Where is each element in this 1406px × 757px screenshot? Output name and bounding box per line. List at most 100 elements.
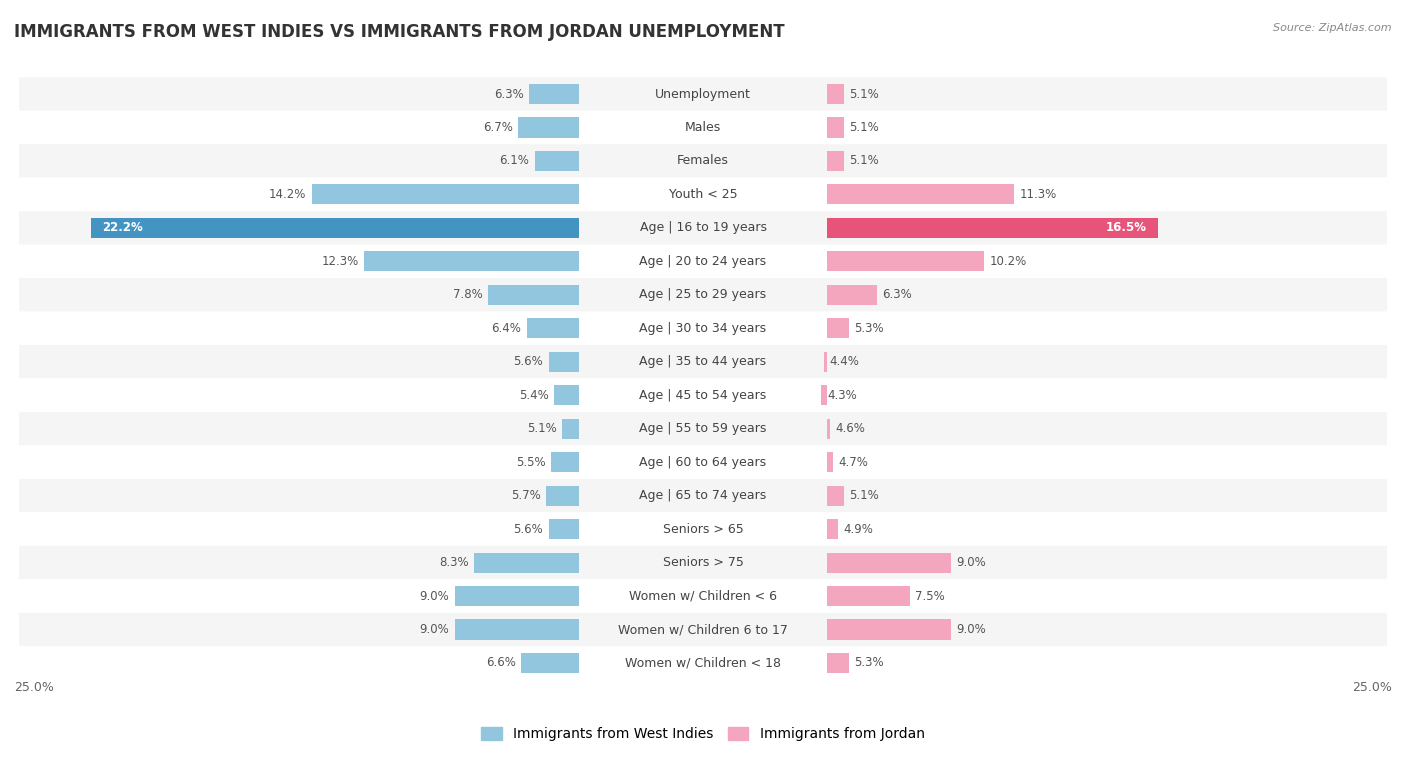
Bar (827, 318, 849, 338)
Text: 4.9%: 4.9% (844, 522, 873, 536)
FancyBboxPatch shape (20, 111, 1386, 145)
Text: 25.0%: 25.0% (1353, 681, 1392, 693)
Text: Source: ZipAtlas.com: Source: ZipAtlas.com (1274, 23, 1392, 33)
Text: 4.3%: 4.3% (827, 389, 856, 402)
FancyBboxPatch shape (20, 512, 1386, 546)
Text: Age | 30 to 34 years: Age | 30 to 34 years (640, 322, 766, 335)
FancyBboxPatch shape (20, 77, 1386, 111)
Text: 5.5%: 5.5% (516, 456, 546, 469)
Bar (827, 452, 832, 472)
Bar (546, 485, 579, 506)
FancyBboxPatch shape (20, 211, 1386, 245)
Bar (827, 251, 984, 272)
Text: Age | 55 to 59 years: Age | 55 to 59 years (640, 422, 766, 435)
Text: IMMIGRANTS FROM WEST INDIES VS IMMIGRANTS FROM JORDAN UNEMPLOYMENT: IMMIGRANTS FROM WEST INDIES VS IMMIGRANT… (14, 23, 785, 41)
Text: 6.7%: 6.7% (484, 121, 513, 134)
Text: Women w/ Children < 18: Women w/ Children < 18 (626, 656, 780, 669)
Bar (827, 619, 950, 640)
Text: 4.4%: 4.4% (830, 355, 859, 368)
Text: 5.4%: 5.4% (519, 389, 548, 402)
Text: 11.3%: 11.3% (1019, 188, 1057, 201)
Text: 9.0%: 9.0% (956, 623, 986, 636)
Bar (827, 151, 844, 171)
Text: Seniors > 65: Seniors > 65 (662, 522, 744, 536)
FancyBboxPatch shape (20, 646, 1386, 680)
Bar (827, 485, 844, 506)
Bar (827, 285, 876, 305)
Bar (827, 519, 838, 539)
Text: Youth < 25: Youth < 25 (669, 188, 737, 201)
Bar (827, 185, 1014, 204)
Bar (522, 653, 579, 673)
Text: 5.6%: 5.6% (513, 355, 543, 368)
Text: 6.3%: 6.3% (882, 288, 912, 301)
Bar (519, 117, 579, 138)
Bar (827, 84, 844, 104)
Text: 5.3%: 5.3% (855, 656, 884, 669)
FancyBboxPatch shape (20, 479, 1386, 512)
Text: Females: Females (678, 154, 728, 167)
Bar (827, 653, 849, 673)
Text: 6.1%: 6.1% (499, 154, 530, 167)
FancyBboxPatch shape (20, 378, 1386, 412)
Bar (548, 352, 579, 372)
Bar (551, 452, 579, 472)
Text: Women w/ Children < 6: Women w/ Children < 6 (628, 590, 778, 603)
Text: 5.1%: 5.1% (527, 422, 557, 435)
Text: 4.7%: 4.7% (838, 456, 868, 469)
Bar (534, 151, 579, 171)
Text: 14.2%: 14.2% (269, 188, 307, 201)
Text: 6.3%: 6.3% (494, 88, 524, 101)
Bar (827, 419, 830, 439)
Bar (474, 553, 579, 572)
FancyBboxPatch shape (20, 546, 1386, 579)
Bar (312, 185, 579, 204)
Text: 9.0%: 9.0% (420, 623, 450, 636)
FancyBboxPatch shape (20, 145, 1386, 178)
Text: Age | 65 to 74 years: Age | 65 to 74 years (640, 489, 766, 502)
Bar (554, 385, 579, 405)
Bar (530, 84, 579, 104)
Text: 7.5%: 7.5% (915, 590, 945, 603)
FancyBboxPatch shape (20, 612, 1386, 646)
Text: 7.8%: 7.8% (453, 288, 482, 301)
Text: Age | 45 to 54 years: Age | 45 to 54 years (640, 389, 766, 402)
FancyBboxPatch shape (20, 278, 1386, 312)
Text: 5.6%: 5.6% (513, 522, 543, 536)
Bar (364, 251, 579, 272)
Text: 9.0%: 9.0% (956, 556, 986, 569)
Text: 12.3%: 12.3% (322, 255, 359, 268)
Text: 5.7%: 5.7% (510, 489, 540, 502)
Text: Seniors > 75: Seniors > 75 (662, 556, 744, 569)
FancyBboxPatch shape (20, 579, 1386, 612)
FancyBboxPatch shape (20, 412, 1386, 445)
Text: Age | 20 to 24 years: Age | 20 to 24 years (640, 255, 766, 268)
Bar (827, 218, 1157, 238)
FancyBboxPatch shape (20, 312, 1386, 345)
Text: Age | 60 to 64 years: Age | 60 to 64 years (640, 456, 766, 469)
Text: 25.0%: 25.0% (14, 681, 53, 693)
Bar (488, 285, 579, 305)
Bar (562, 419, 579, 439)
Bar (827, 117, 844, 138)
Text: 5.1%: 5.1% (849, 88, 879, 101)
Bar (456, 619, 579, 640)
Text: 10.2%: 10.2% (990, 255, 1026, 268)
Bar (548, 519, 579, 539)
Text: 5.1%: 5.1% (849, 154, 879, 167)
Text: 9.0%: 9.0% (420, 590, 450, 603)
FancyBboxPatch shape (20, 345, 1386, 378)
Text: 4.6%: 4.6% (835, 422, 865, 435)
Bar (527, 318, 579, 338)
Legend: Immigrants from West Indies, Immigrants from Jordan: Immigrants from West Indies, Immigrants … (475, 721, 931, 746)
Text: 5.3%: 5.3% (855, 322, 884, 335)
Text: 5.1%: 5.1% (849, 489, 879, 502)
Text: Males: Males (685, 121, 721, 134)
Text: Women w/ Children 6 to 17: Women w/ Children 6 to 17 (619, 623, 787, 636)
Text: 5.1%: 5.1% (849, 121, 879, 134)
Text: 6.6%: 6.6% (485, 656, 516, 669)
Bar (827, 553, 950, 572)
Text: Age | 16 to 19 years: Age | 16 to 19 years (640, 221, 766, 235)
Bar (91, 218, 579, 238)
Text: Unemployment: Unemployment (655, 88, 751, 101)
